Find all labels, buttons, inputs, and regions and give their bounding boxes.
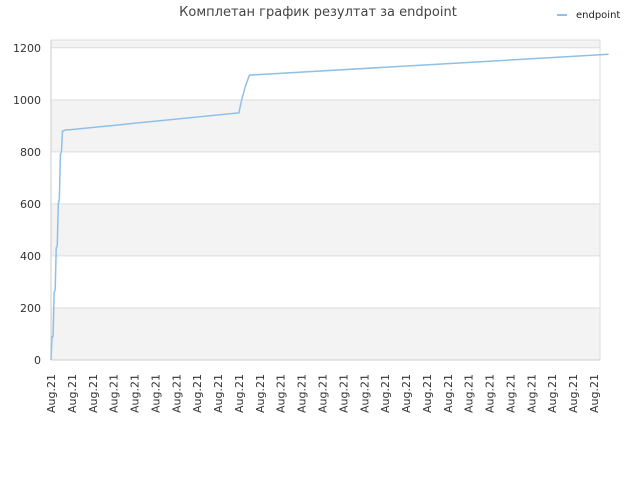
background-band — [51, 307, 600, 360]
x-tick-label: Aug.21 — [588, 374, 601, 413]
x-tick-label: Aug.21 — [504, 374, 517, 413]
background-band — [51, 151, 600, 204]
x-tick-label: Aug.21 — [170, 374, 183, 413]
y-tick-label: 400 — [20, 250, 41, 263]
series-line-endpoint — [50, 53, 609, 361]
x-tick-label: Aug.21 — [484, 374, 497, 413]
y-tick-label: 800 — [20, 146, 41, 159]
x-tick-label: Aug.21 — [149, 374, 162, 413]
y-tick-label: 1000 — [13, 94, 41, 107]
x-tick-label: Aug.21 — [66, 374, 79, 413]
x-tick-label: Aug.21 — [191, 374, 204, 413]
x-tick-label: Aug.21 — [254, 374, 267, 413]
plot-area — [50, 39, 609, 361]
x-tick-label: Aug.21 — [442, 374, 455, 413]
y-tick-label: 200 — [20, 302, 41, 315]
background-band — [51, 40, 600, 48]
background-band — [51, 255, 600, 308]
x-tick-label: Aug.21 — [129, 374, 142, 413]
background-band — [51, 47, 600, 100]
x-tick-label: Aug.21 — [45, 374, 58, 413]
x-tick-label: Aug.21 — [87, 374, 100, 413]
x-tick-label: Aug.21 — [275, 374, 288, 413]
x-tick-label: Aug.21 — [317, 374, 330, 413]
legend-label-endpoint: endpoint — [576, 10, 620, 21]
x-tick-label: Aug.21 — [296, 374, 309, 413]
x-tick-label: Aug.21 — [108, 374, 121, 413]
x-tick-label: Aug.21 — [358, 374, 371, 413]
y-tick-label: 600 — [20, 198, 41, 211]
x-tick-label: Aug.21 — [379, 374, 392, 413]
x-tick-label: Aug.21 — [567, 374, 580, 413]
y-tick-label: 1200 — [13, 42, 41, 55]
x-tick-label: Aug.21 — [546, 374, 559, 413]
background-band — [51, 99, 600, 152]
x-tick-label: Aug.21 — [421, 374, 434, 413]
background-band — [51, 203, 600, 256]
x-tick-label: Aug.21 — [463, 374, 476, 413]
chart-title: Комплетан график резултат за endpoint — [179, 5, 457, 20]
x-tick-label: Aug.21 — [337, 374, 350, 413]
y-tick-label: 0 — [34, 354, 41, 367]
x-tick-label: Aug.21 — [400, 374, 413, 413]
legend: endpoint — [557, 10, 620, 21]
x-tick-label: Aug.21 — [212, 374, 225, 413]
x-tick-label: Aug.21 — [525, 374, 538, 413]
x-tick-label: Aug.21 — [233, 374, 246, 413]
y-axis: 0 200 400 600 800 1000 1200 — [13, 42, 41, 367]
x-axis: Aug.21 Aug.21 Aug.21 Aug.21 Aug.21 Aug.21 Aug.… — [45, 374, 601, 413]
